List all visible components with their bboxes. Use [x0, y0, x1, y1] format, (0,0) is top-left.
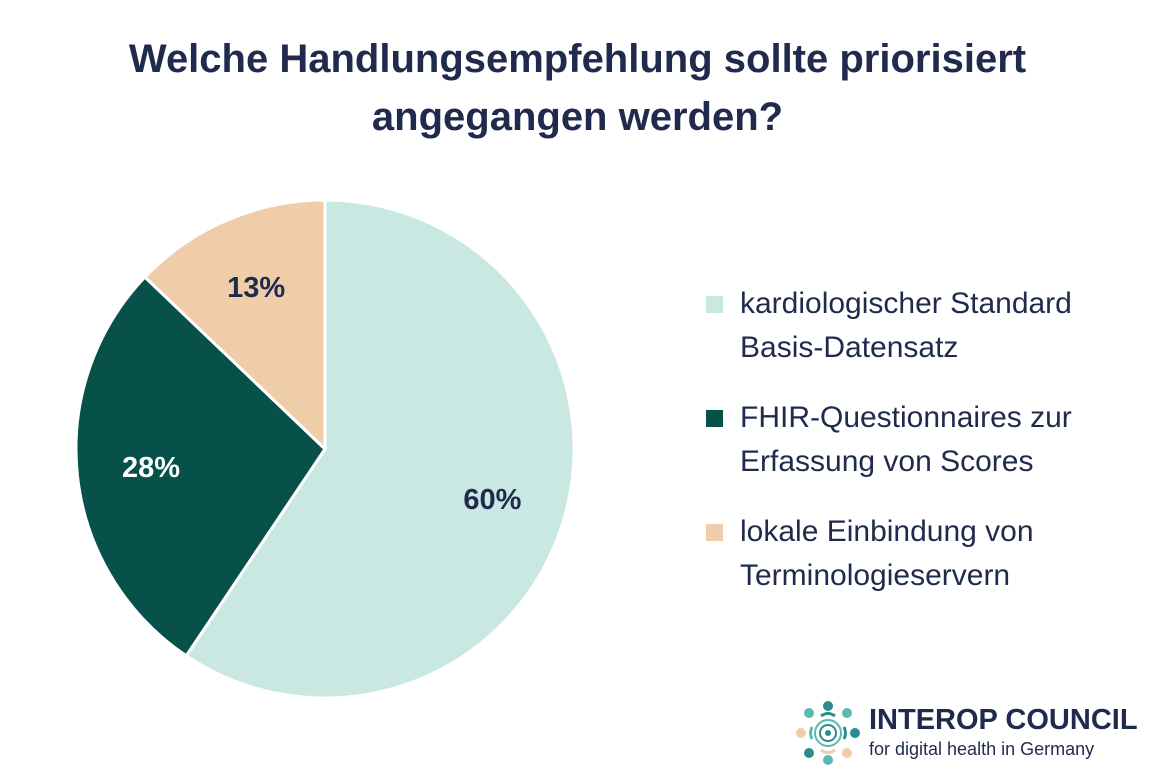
- chart-title-line-1: Welche Handlungsempfehlung sollte priori…: [128, 37, 1027, 81]
- logo-name: INTEROP COUNCIL: [869, 704, 1138, 736]
- pie-slice-1: [184, 198, 576, 700]
- people-circle-icon: [796, 701, 860, 765]
- legend-swatch: [706, 524, 723, 541]
- chart-title: Welche Handlungsempfehlung sollte priori…: [40, 30, 1115, 146]
- legend-label-line-2: Terminologieservern: [740, 559, 1011, 592]
- pie-slice-label-1: 60%: [463, 484, 521, 516]
- legend-item-fhir-questionnaires: FHIR-Questionnaires zur Erfassung von Sc…: [706, 396, 1136, 484]
- pie-slice-label-2: 28%: [122, 452, 180, 484]
- logo-tagline: for digital health in Germany: [869, 739, 1095, 759]
- chart-title-line-2: angegangen werden?: [371, 95, 784, 139]
- pie-slice-2: [74, 275, 327, 658]
- pie-slice-3: [143, 198, 327, 451]
- legend-label-line-2: Basis-Datensatz: [740, 331, 959, 364]
- legend-item-lokale-einbindung: lokale Einbindung von Terminologieserver…: [706, 510, 1136, 598]
- interop-council-logo: INTEROP COUNCIL for digital health in Ge…: [795, 700, 1138, 766]
- chart-legend: kardiologischer Standard Basis-Datensatz…: [706, 282, 1136, 624]
- legend-swatch: [706, 296, 723, 313]
- legend-label-line-1: lokale Einbindung von: [740, 515, 1034, 548]
- legend-item-kardiologischer-standard: kardiologischer Standard Basis-Datensatz: [706, 282, 1136, 370]
- legend-swatch: [706, 410, 723, 427]
- legend-label-line-2: Erfassung von Scores: [740, 445, 1034, 478]
- legend-label-line-1: kardiologischer Standard: [740, 287, 1072, 320]
- legend-label-line-1: FHIR-Questionnaires zur: [740, 401, 1072, 434]
- pie-slice-label-3: 13%: [227, 272, 285, 304]
